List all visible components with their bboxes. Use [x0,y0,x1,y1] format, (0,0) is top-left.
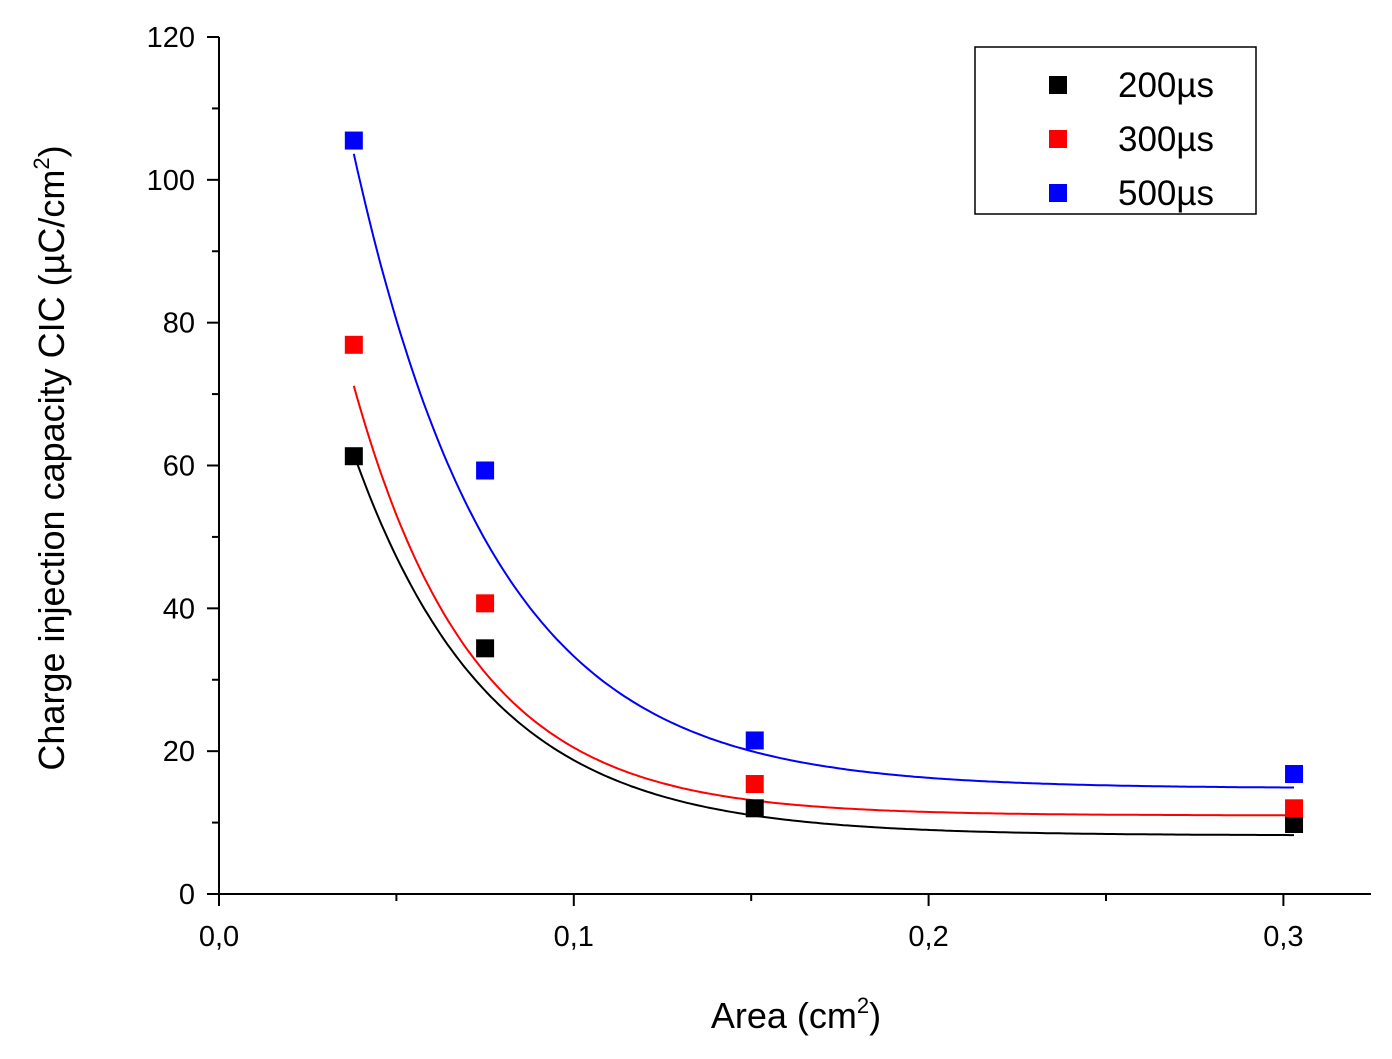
legend-label: 500µs [1118,174,1214,213]
data-point [1285,799,1304,818]
legend: 200µs 300µs 500µs [974,46,1257,215]
y-tick-label: 40 [163,593,195,625]
data-point [745,799,764,818]
data-point [745,731,764,750]
tick-labels: 0 20 40 60 80 100 120 0,0 0,1 0,2 0,3 [147,22,1304,953]
legend-marker [1049,130,1067,148]
y-tick-label: 100 [147,165,195,197]
fit-curves [352,153,1294,837]
data-point [1285,765,1304,784]
data-point [344,447,363,466]
legend-label: 300µs [1118,120,1214,159]
x-axis-title-superscript: 2 [857,993,869,1018]
legend-box [974,46,1257,215]
data-point [476,639,495,658]
data-point [344,335,363,354]
data-point [1285,815,1304,834]
x-tick-label: 0,0 [199,921,239,953]
legend-marker [1049,184,1067,202]
y-axis-title: Charge injection capacity CIC (µC/cm2) [29,145,72,770]
x-tick-label: 0,2 [908,921,948,953]
x-tick-label: 0,3 [1263,921,1303,953]
x-tick-label: 0,1 [554,921,594,953]
y-tick-label: 60 [163,451,195,483]
data-point [476,461,495,480]
axes [207,36,1371,906]
data-points [344,131,1304,834]
legend-label: 200µs [1118,66,1214,105]
data-point [476,594,495,613]
y-tick-label: 20 [163,736,195,768]
data-point [344,131,363,150]
y-tick-label: 0 [179,879,195,911]
fit-curve-1 [352,385,1294,817]
fit-curve-0 [352,453,1294,837]
x-axis-title: Area (cm2) [711,993,881,1036]
y-tick-label: 120 [147,22,195,54]
fit-curve-2 [352,153,1294,789]
y-tick-label: 80 [163,308,195,340]
y-axis-title-superscript: 2 [29,157,54,169]
legend-marker [1049,76,1067,94]
data-point [745,775,764,794]
